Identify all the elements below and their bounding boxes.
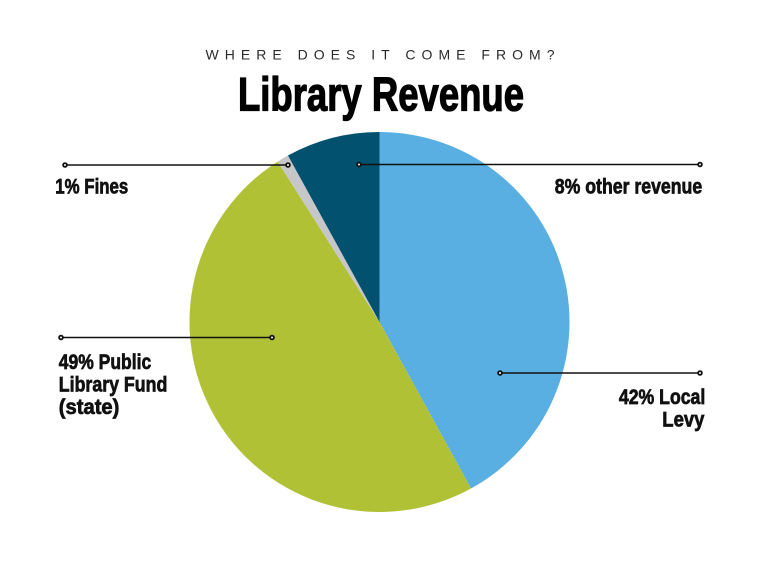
svg-text:1% Fines: 1% Fines [55, 175, 128, 198]
svg-text:49% Public: 49% Public [59, 351, 152, 374]
svg-text:42% Local: 42% Local [619, 386, 705, 409]
svg-text:Library Revenue: Library Revenue [238, 69, 524, 122]
svg-text:Library Fund: Library Fund [59, 374, 168, 397]
svg-text:Levy: Levy [662, 408, 704, 431]
svg-text:(state): (state) [59, 396, 120, 419]
svg-text:8% other revenue: 8% other revenue [555, 176, 702, 199]
